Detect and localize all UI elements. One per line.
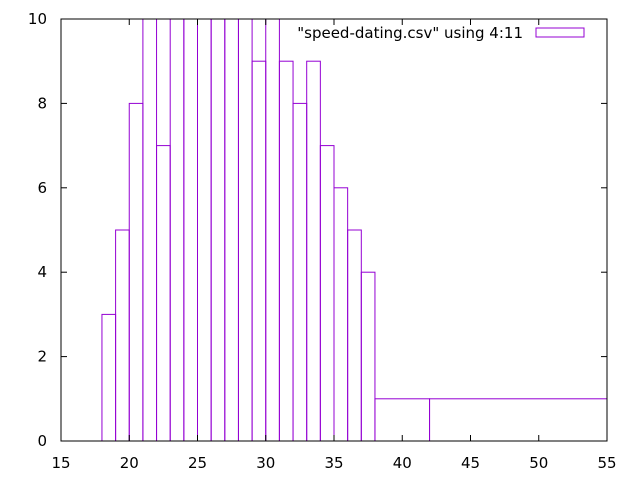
bar bbox=[128, 102, 144, 442]
x-tick-label: 45 bbox=[461, 454, 480, 472]
bars-layer bbox=[101, 18, 608, 442]
y-tick-label: 2 bbox=[37, 348, 47, 366]
bar bbox=[101, 313, 117, 442]
legend-label: "speed-dating.csv" using 4:11 bbox=[297, 24, 523, 42]
legend: "speed-dating.csv" using 4:11 bbox=[297, 24, 585, 42]
bar bbox=[429, 398, 608, 442]
bar bbox=[197, 18, 212, 442]
bar bbox=[156, 145, 171, 442]
bar bbox=[115, 229, 130, 442]
x-axis-ticks: 15 20 25 30 35 40 45 50 55 bbox=[51, 19, 617, 472]
bar bbox=[237, 18, 253, 442]
bar bbox=[374, 398, 431, 442]
bar bbox=[360, 271, 376, 442]
bar bbox=[183, 18, 199, 442]
y-tick-label: 0 bbox=[37, 432, 47, 450]
bar bbox=[333, 187, 349, 442]
x-tick-label: 25 bbox=[188, 454, 207, 472]
bar bbox=[210, 18, 226, 442]
bar bbox=[306, 60, 321, 442]
x-tick-label: 40 bbox=[393, 454, 412, 472]
x-tick-label: 50 bbox=[529, 454, 548, 472]
x-tick-label: 15 bbox=[51, 454, 70, 472]
bar bbox=[224, 18, 239, 442]
y-tick-label: 10 bbox=[28, 10, 47, 28]
bar bbox=[142, 18, 158, 442]
bar bbox=[319, 145, 335, 442]
legend-swatch bbox=[535, 27, 585, 38]
y-axis-ticks: 0 2 4 6 8 10 bbox=[28, 10, 607, 450]
x-tick-label: 55 bbox=[597, 454, 616, 472]
y-tick-label: 6 bbox=[37, 179, 47, 197]
x-tick-label: 35 bbox=[324, 454, 343, 472]
x-tick-label: 30 bbox=[256, 454, 275, 472]
bar bbox=[278, 60, 294, 442]
bar bbox=[347, 229, 362, 442]
bar bbox=[169, 18, 185, 442]
bar bbox=[251, 60, 267, 442]
x-tick-label: 20 bbox=[120, 454, 139, 472]
bar bbox=[265, 18, 280, 442]
bar bbox=[292, 102, 308, 442]
y-tick-label: 4 bbox=[37, 263, 47, 281]
y-tick-label: 8 bbox=[37, 94, 47, 112]
